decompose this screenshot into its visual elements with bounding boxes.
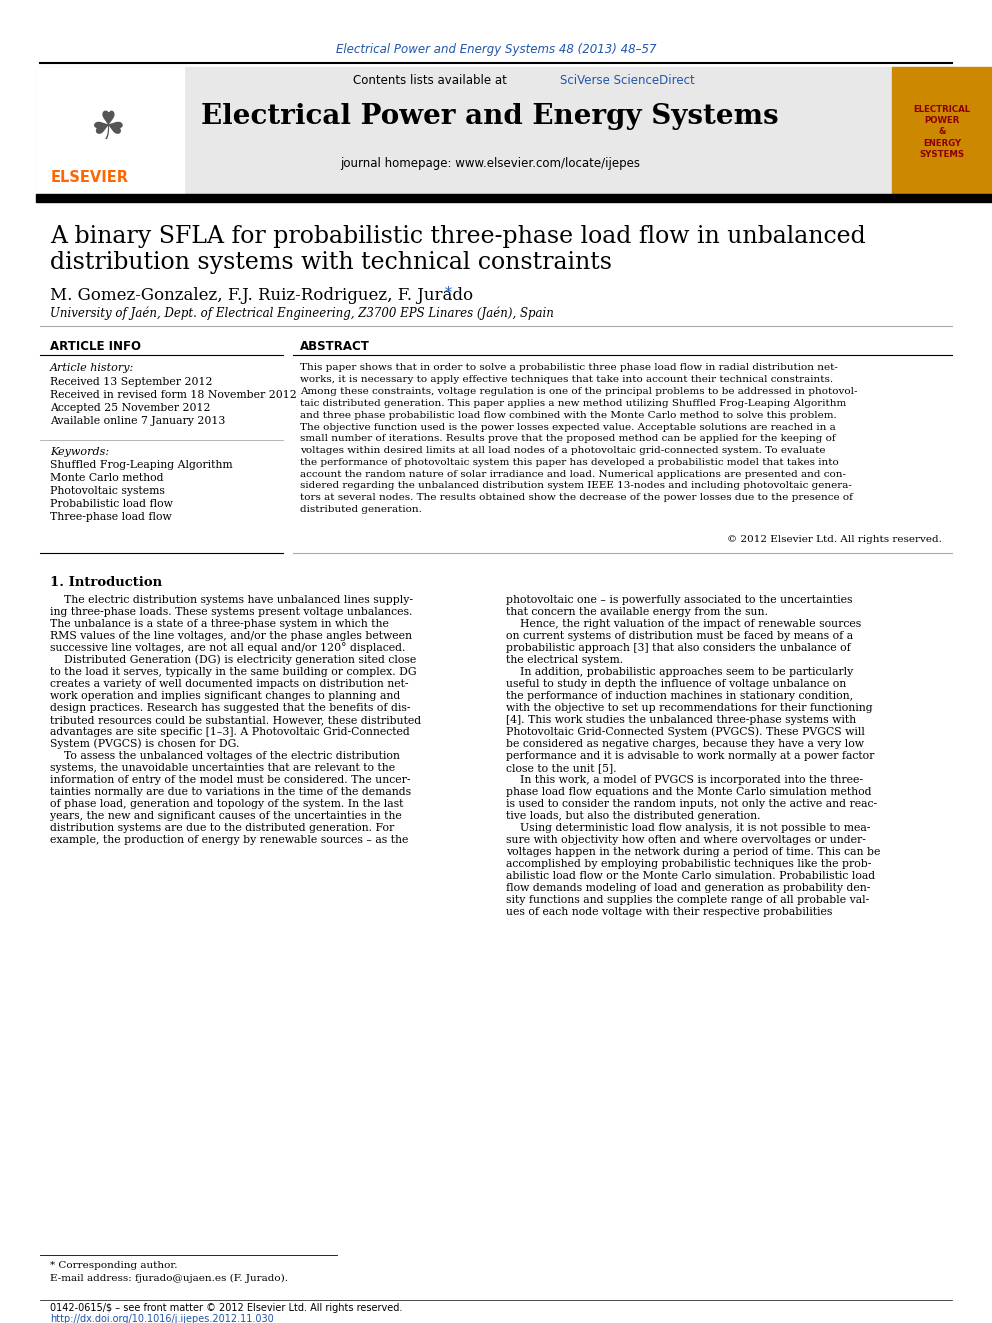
Text: years, the new and significant causes of the uncertainties in the: years, the new and significant causes of…	[50, 811, 402, 822]
Text: Article history:: Article history:	[50, 363, 134, 373]
Text: M. Gomez-Gonzalez, F.J. Ruiz-Rodriguez, F. Jurado: M. Gomez-Gonzalez, F.J. Ruiz-Rodriguez, …	[50, 287, 473, 303]
Text: taic distributed generation. This paper applies a new method utilizing Shuffled : taic distributed generation. This paper …	[300, 400, 846, 407]
Text: Probabilistic load flow: Probabilistic load flow	[50, 499, 173, 509]
Text: voltages within desired limits at all load nodes of a photovoltaic grid-connecte: voltages within desired limits at all lo…	[300, 446, 825, 455]
Text: ing three-phase loads. These systems present voltage unbalances.: ing three-phase loads. These systems pre…	[50, 607, 413, 617]
Text: Contents lists available at: Contents lists available at	[353, 74, 507, 86]
Text: Among these constraints, voltage regulation is one of the principal problems to : Among these constraints, voltage regulat…	[300, 388, 857, 396]
Text: 1. Introduction: 1. Introduction	[50, 576, 162, 589]
Text: A binary SFLA for probabilistic three-phase load flow in unbalanced: A binary SFLA for probabilistic three-ph…	[50, 225, 866, 249]
Text: successive line voltages, are not all equal and/or 120° displaced.: successive line voltages, are not all eq…	[50, 643, 406, 654]
Text: distribution systems with technical constraints: distribution systems with technical cons…	[50, 250, 612, 274]
Text: Three-phase load flow: Three-phase load flow	[50, 512, 172, 523]
Text: creates a variety of well documented impacts on distribution net-: creates a variety of well documented imp…	[50, 679, 409, 689]
Text: Using deterministic load flow analysis, it is not possible to mea-: Using deterministic load flow analysis, …	[506, 823, 870, 833]
Text: tainties normally are due to variations in the time of the demands: tainties normally are due to variations …	[50, 787, 411, 796]
Text: with the objective to set up recommendations for their functioning: with the objective to set up recommendat…	[506, 703, 873, 713]
Text: ues of each node voltage with their respective probabilities: ues of each node voltage with their resp…	[506, 908, 832, 917]
Text: of phase load, generation and topology of the system. In the last: of phase load, generation and topology o…	[50, 799, 404, 808]
Text: © 2012 Elsevier Ltd. All rights reserved.: © 2012 Elsevier Ltd. All rights reserved…	[727, 536, 942, 545]
Text: journal homepage: www.elsevier.com/locate/ijepes: journal homepage: www.elsevier.com/locat…	[340, 156, 640, 169]
Text: account the random nature of solar irradiance and load. Numerical applications a: account the random nature of solar irrad…	[300, 470, 846, 479]
Text: to the load it serves, typically in the same building or complex. DG: to the load it serves, typically in the …	[50, 667, 417, 677]
Text: Keywords:: Keywords:	[50, 447, 109, 456]
Text: tive loads, but also the distributed generation.: tive loads, but also the distributed gen…	[506, 811, 761, 822]
Text: the performance of photovoltaic system this paper has developed a probabilistic : the performance of photovoltaic system t…	[300, 458, 839, 467]
Text: advantages are site specific [1–3]. A Photovoltaic Grid-Connected: advantages are site specific [1–3]. A Ph…	[50, 728, 410, 737]
Text: *: *	[445, 286, 452, 300]
Text: the performance of induction machines in stationary condition,: the performance of induction machines in…	[506, 691, 853, 701]
Bar	[892, 67, 992, 197]
Text: RMS values of the line voltages, and/or the phase angles between: RMS values of the line voltages, and/or …	[50, 631, 412, 642]
Text: Received 13 September 2012: Received 13 September 2012	[50, 377, 212, 388]
Text: performance and it is advisable to work normally at a power factor: performance and it is advisable to work …	[506, 751, 874, 761]
Text: accomplished by employing probabilistic techniques like the prob-: accomplished by employing probabilistic …	[506, 859, 871, 869]
Bar	[36, 67, 184, 197]
Text: close to the unit [5].: close to the unit [5].	[506, 763, 616, 773]
Text: Monte Carlo method: Monte Carlo method	[50, 474, 164, 483]
Text: Received in revised form 18 November 2012: Received in revised form 18 November 201…	[50, 390, 297, 400]
Text: voltages happen in the network during a period of time. This can be: voltages happen in the network during a …	[506, 847, 880, 857]
Text: ELSEVIER: ELSEVIER	[51, 171, 129, 185]
Text: work operation and implies significant changes to planning and: work operation and implies significant c…	[50, 691, 400, 701]
Text: Shuffled Frog-Leaping Algorithm: Shuffled Frog-Leaping Algorithm	[50, 460, 233, 470]
Text: that concern the available energy from the sun.: that concern the available energy from t…	[506, 607, 768, 617]
Text: example, the production of energy by renewable sources – as the: example, the production of energy by ren…	[50, 835, 409, 845]
Text: http://dx.doi.org/10.1016/j.ijepes.2012.11.030: http://dx.doi.org/10.1016/j.ijepes.2012.…	[50, 1314, 274, 1323]
Text: design practices. Research has suggested that the benefits of dis-: design practices. Research has suggested…	[50, 703, 411, 713]
Text: small number of iterations. Results prove that the proposed method can be applie: small number of iterations. Results prov…	[300, 434, 835, 443]
Text: tributed resources could be substantial. However, these distributed: tributed resources could be substantial.…	[50, 714, 422, 725]
Text: University of Jaén, Dept. of Electrical Engineering, Z3700 EPS Linares (Jaén), S: University of Jaén, Dept. of Electrical …	[50, 306, 554, 320]
Text: ABSTRACT: ABSTRACT	[300, 340, 370, 353]
Text: * Corresponding author.: * Corresponding author.	[50, 1261, 178, 1270]
Text: Photovoltaic systems: Photovoltaic systems	[50, 486, 165, 496]
Text: distributed generation.: distributed generation.	[300, 505, 422, 515]
Bar	[36, 67, 956, 197]
Text: sidered regarding the unbalanced distribution system IEEE 13-nodes and including: sidered regarding the unbalanced distrib…	[300, 482, 852, 491]
Text: Electrical Power and Energy Systems 48 (2013) 48–57: Electrical Power and Energy Systems 48 (…	[335, 44, 657, 57]
Text: sure with objectivity how often and where overvoltages or under-: sure with objectivity how often and wher…	[506, 835, 866, 845]
Text: probabilistic approach [3] that also considers the unbalance of: probabilistic approach [3] that also con…	[506, 643, 851, 654]
Text: and three phase probabilistic load flow combined with the Monte Carlo method to : and three phase probabilistic load flow …	[300, 410, 836, 419]
Text: the electrical system.: the electrical system.	[506, 655, 623, 665]
Text: In this work, a model of PVGCS is incorporated into the three-: In this work, a model of PVGCS is incorp…	[506, 775, 863, 785]
Text: be considered as negative charges, because they have a very low: be considered as negative charges, becau…	[506, 740, 864, 749]
Text: Electrical Power and Energy Systems: Electrical Power and Energy Systems	[201, 103, 779, 131]
Text: The electric distribution systems have unbalanced lines supply-: The electric distribution systems have u…	[50, 595, 413, 605]
Text: is used to consider the random inputs, not only the active and reac-: is used to consider the random inputs, n…	[506, 799, 877, 808]
Text: Accepted 25 November 2012: Accepted 25 November 2012	[50, 404, 210, 413]
Text: ELECTRICAL
POWER
&
ENERGY
SYSTEMS: ELECTRICAL POWER & ENERGY SYSTEMS	[914, 106, 970, 159]
Text: photovoltaic one – is powerfully associated to the uncertainties: photovoltaic one – is powerfully associa…	[506, 595, 852, 605]
Text: Available online 7 January 2013: Available online 7 January 2013	[50, 415, 225, 426]
Text: E-mail address: fjurado@ujaen.es (F. Jurado).: E-mail address: fjurado@ujaen.es (F. Jur…	[50, 1274, 288, 1282]
Text: useful to study in depth the influence of voltage unbalance on: useful to study in depth the influence o…	[506, 679, 846, 689]
Text: flow demands modeling of load and generation as probability den-: flow demands modeling of load and genera…	[506, 882, 870, 893]
Text: abilistic load flow or the Monte Carlo simulation. Probabilistic load: abilistic load flow or the Monte Carlo s…	[506, 871, 875, 881]
Text: Distributed Generation (DG) is electricity generation sited close: Distributed Generation (DG) is electrici…	[50, 655, 417, 665]
Text: ☘: ☘	[90, 108, 125, 147]
Text: phase load flow equations and the Monte Carlo simulation method: phase load flow equations and the Monte …	[506, 787, 872, 796]
Text: System (PVGCS) is chosen for DG.: System (PVGCS) is chosen for DG.	[50, 738, 239, 749]
Text: The unbalance is a state of a three-phase system in which the: The unbalance is a state of a three-phas…	[50, 619, 389, 628]
Text: on current systems of distribution must be faced by means of a: on current systems of distribution must …	[506, 631, 853, 642]
Text: works, it is necessary to apply effective techniques that take into account thei: works, it is necessary to apply effectiv…	[300, 376, 833, 384]
Text: 0142-0615/$ – see front matter © 2012 Elsevier Ltd. All rights reserved.: 0142-0615/$ – see front matter © 2012 El…	[50, 1303, 403, 1312]
Text: information of entry of the model must be considered. The uncer-: information of entry of the model must b…	[50, 775, 411, 785]
Text: This paper shows that in order to solve a probabilistic three phase load flow in: This paper shows that in order to solve …	[300, 364, 838, 373]
Text: In addition, probabilistic approaches seem to be particularly: In addition, probabilistic approaches se…	[506, 667, 853, 677]
Text: To assess the unbalanced voltages of the electric distribution: To assess the unbalanced voltages of the…	[50, 751, 400, 761]
Text: Hence, the right valuation of the impact of renewable sources: Hence, the right valuation of the impact…	[506, 619, 861, 628]
Text: SciVerse ScienceDirect: SciVerse ScienceDirect	[560, 74, 694, 86]
Text: tors at several nodes. The results obtained show the decrease of the power losse: tors at several nodes. The results obtai…	[300, 493, 853, 503]
Text: [4]. This work studies the unbalanced three-phase systems with: [4]. This work studies the unbalanced th…	[506, 714, 856, 725]
Text: systems, the unavoidable uncertainties that are relevant to the: systems, the unavoidable uncertainties t…	[50, 763, 395, 773]
Text: Photovoltaic Grid-Connected System (PVGCS). These PVGCS will: Photovoltaic Grid-Connected System (PVGC…	[506, 726, 865, 737]
Text: sity functions and supplies the complete range of all probable val-: sity functions and supplies the complete…	[506, 894, 869, 905]
Text: distribution systems are due to the distributed generation. For: distribution systems are due to the dist…	[50, 823, 394, 833]
Text: The objective function used is the power losses expected value. Acceptable solut: The objective function used is the power…	[300, 422, 835, 431]
Bar	[36, 194, 992, 202]
Text: ARTICLE INFO: ARTICLE INFO	[50, 340, 141, 353]
